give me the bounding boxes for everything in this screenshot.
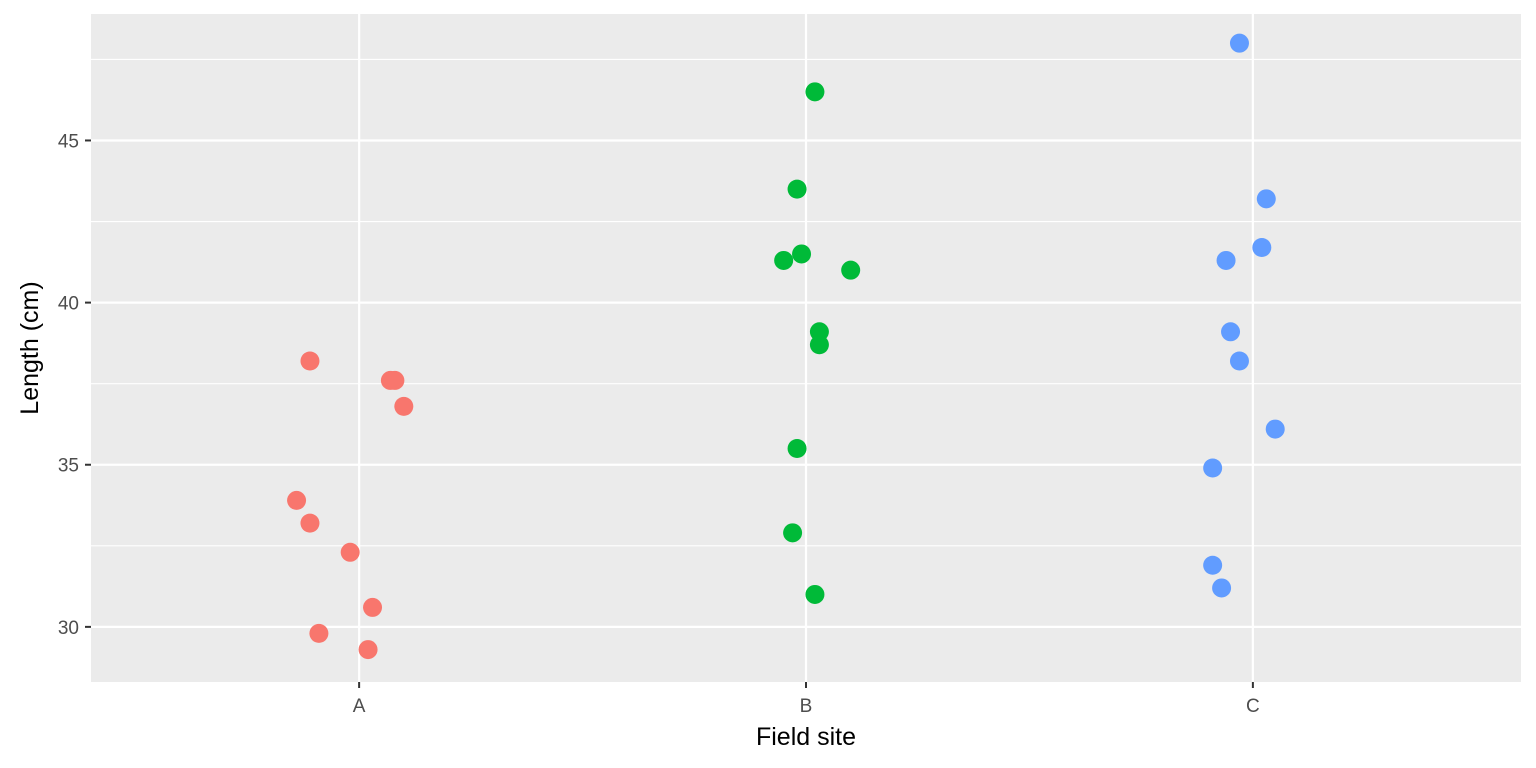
data-point-c bbox=[1203, 555, 1223, 575]
data-point-c bbox=[1221, 322, 1241, 342]
data-point-c bbox=[1256, 189, 1276, 209]
y-tick-label: 30 bbox=[58, 618, 79, 639]
x-axis: A B C bbox=[353, 682, 1260, 717]
data-point-c bbox=[1216, 250, 1236, 270]
y-tick-label: 35 bbox=[58, 456, 79, 477]
data-point-b bbox=[787, 439, 807, 459]
data-point-a bbox=[300, 351, 320, 371]
data-point-a bbox=[358, 640, 378, 660]
data-point-a bbox=[363, 597, 383, 617]
y-tick-label: 40 bbox=[58, 294, 79, 315]
data-point-b bbox=[787, 179, 807, 199]
data-point-a bbox=[287, 490, 307, 510]
data-points bbox=[287, 33, 1285, 660]
data-point-a bbox=[385, 370, 405, 390]
data-point-b bbox=[805, 584, 825, 604]
data-point-b bbox=[774, 250, 794, 270]
data-point-c bbox=[1252, 237, 1272, 257]
x-tick-label: B bbox=[800, 696, 813, 717]
data-point-a bbox=[394, 396, 414, 416]
data-point-a bbox=[300, 513, 320, 533]
data-point-c bbox=[1203, 458, 1223, 478]
data-point-a bbox=[309, 623, 329, 643]
x-tick-label: C bbox=[1246, 696, 1260, 717]
data-point-c bbox=[1265, 419, 1285, 439]
data-point-a bbox=[340, 542, 360, 562]
data-point-b bbox=[805, 82, 825, 102]
x-axis-title: Field site bbox=[756, 723, 856, 751]
x-tick-label: A bbox=[353, 696, 366, 717]
data-point-b bbox=[841, 260, 861, 280]
data-point-b bbox=[783, 523, 803, 543]
data-point-c bbox=[1229, 33, 1249, 53]
major-gridlines bbox=[91, 14, 1521, 682]
data-point-b bbox=[792, 244, 812, 264]
data-point-c bbox=[1229, 351, 1249, 371]
data-point-b bbox=[809, 335, 829, 355]
y-tick-label: 45 bbox=[58, 131, 79, 152]
y-axis: 30 35 40 45 bbox=[58, 131, 91, 639]
data-point-c bbox=[1212, 578, 1232, 598]
y-axis-title: Length (cm) bbox=[16, 281, 44, 414]
